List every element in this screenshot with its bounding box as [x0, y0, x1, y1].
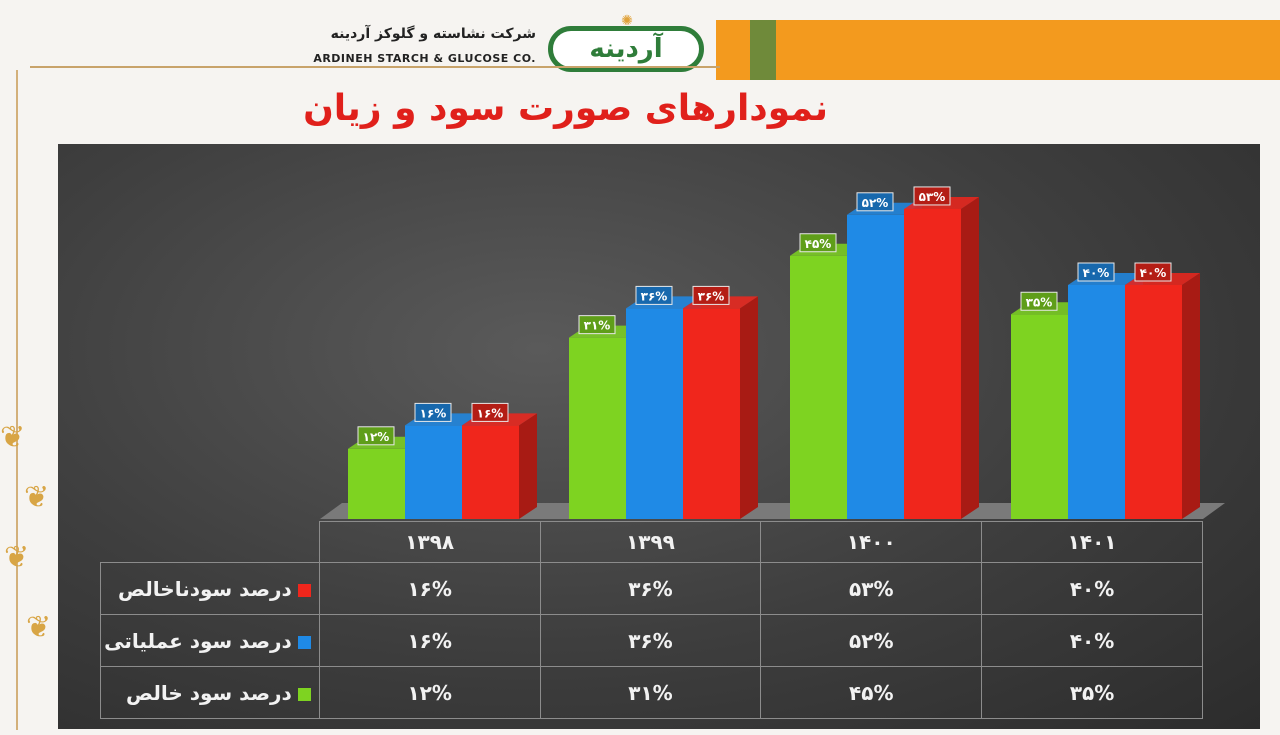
bar-side [961, 196, 979, 519]
table-row: درصد سود خالص ۱۲% ۳۱% ۴۵% ۳۵% [100, 666, 1203, 719]
bar [1068, 285, 1125, 519]
table-cell: ۳۶% [539, 614, 762, 667]
category-label: ۱۳۹۸ [318, 521, 541, 563]
table-cell: ۱۲% [318, 666, 541, 719]
data-label: ۴۰% [1140, 266, 1167, 280]
company-name-fa: شرکت نشاسته و گلوکز آردینه [330, 26, 536, 42]
table-cell: ۱۶% [318, 562, 541, 615]
company-name-en: ARDINEH STARCH & GLUCOSE CO. [313, 52, 536, 65]
logo-wheat-icon: ✺ [621, 13, 633, 29]
wheat-icon: ❦ [26, 610, 52, 645]
data-label-box [856, 192, 894, 212]
table-cell: ۵۲% [760, 614, 983, 667]
category-label: ۱۳۹۹ [539, 521, 762, 563]
data-label: ۳۶% [641, 289, 668, 303]
category-label: ۱۴۰۱ [981, 521, 1203, 563]
data-label: ۱۲% [363, 430, 390, 444]
bar [626, 308, 683, 519]
table-cell: ۳۵% [981, 666, 1203, 719]
bar [1011, 314, 1068, 519]
category-label: ۱۴۰۰ [760, 521, 983, 563]
wheat-icon: ❦ [0, 420, 26, 455]
bar [1125, 285, 1182, 519]
data-label-box [1134, 262, 1172, 282]
table-cell: ۴۵% [760, 666, 983, 719]
table-cell: ۱۶% [318, 614, 541, 667]
data-label: ۳۵% [1026, 295, 1053, 309]
legend-label: درصد سود عملیاتی [104, 628, 292, 653]
legend-entry: درصد سودناخالص [100, 562, 320, 615]
legend-swatch [297, 687, 311, 701]
bar [462, 425, 519, 519]
data-label-box [1020, 291, 1058, 311]
data-label-box [578, 315, 616, 335]
page-title: نمودارهای صورت سود و زیان [303, 88, 828, 129]
legend-label: درصد سود خالص [126, 680, 292, 705]
data-label-box [799, 233, 837, 253]
data-label: ۱۶% [477, 406, 504, 420]
table-row: درصد سودناخالص ۱۶% ۳۶% ۵۳% ۴۰% [100, 562, 1203, 615]
data-label: ۴۰% [1083, 266, 1110, 280]
data-label-box [414, 402, 452, 422]
table-cell: ۴۰% [981, 614, 1203, 667]
header-band [776, 20, 1280, 80]
table-cell: ۳۶% [539, 562, 762, 615]
header-band-left [716, 20, 750, 80]
side-divider [16, 70, 18, 730]
bar [569, 337, 626, 519]
data-label: ۴۵% [805, 237, 832, 251]
data-label: ۵۳% [919, 190, 946, 204]
table-cell: ۵۳% [760, 562, 983, 615]
data-label: ۵۲% [862, 196, 889, 210]
bar [405, 425, 462, 519]
data-label: ۳۶% [698, 289, 725, 303]
header-band-green [750, 20, 776, 80]
data-label-box [471, 402, 509, 422]
data-label-box [357, 426, 395, 446]
data-label-box [913, 186, 951, 206]
data-label-box [1077, 262, 1115, 282]
legend-entry: درصد سود خالص [100, 666, 320, 719]
legend-entry: درصد سود عملیاتی [100, 614, 320, 667]
legend-label: درصد سودناخالص [117, 576, 292, 601]
bar [904, 208, 961, 519]
table-cell: ۴۰% [981, 562, 1203, 615]
data-label-box [635, 285, 673, 305]
chart-floor [320, 503, 1225, 519]
logo-text: آردینه [589, 34, 663, 64]
legend-swatch [297, 583, 311, 597]
wheat-icon: ❦ [4, 540, 30, 575]
table-cell: ۳۱% [539, 666, 762, 719]
bar [348, 448, 405, 519]
bar-side [519, 413, 537, 519]
bar [683, 308, 740, 519]
bar-side [740, 296, 758, 519]
bar-side [1182, 273, 1200, 519]
legend-swatch [297, 635, 311, 649]
wheat-icon: ❦ [24, 480, 50, 515]
data-label: ۳۱% [584, 319, 611, 333]
table-row: درصد سود عملیاتی ۱۶% ۳۶% ۵۲% ۴۰% [100, 614, 1203, 667]
header-divider [30, 66, 720, 68]
data-label: ۱۶% [420, 406, 447, 420]
company-logo: آردینه [548, 26, 704, 72]
bar [847, 214, 904, 520]
table-corner [101, 522, 320, 563]
data-label-box [692, 285, 730, 305]
bar [790, 255, 847, 519]
data-table: ۱۳۹۸ ۱۳۹۹ ۱۴۰۰ ۱۴۰۱ درصد سودناخالص ۱۶% ۳۶% ۵۳% ۴… [100, 521, 1203, 719]
